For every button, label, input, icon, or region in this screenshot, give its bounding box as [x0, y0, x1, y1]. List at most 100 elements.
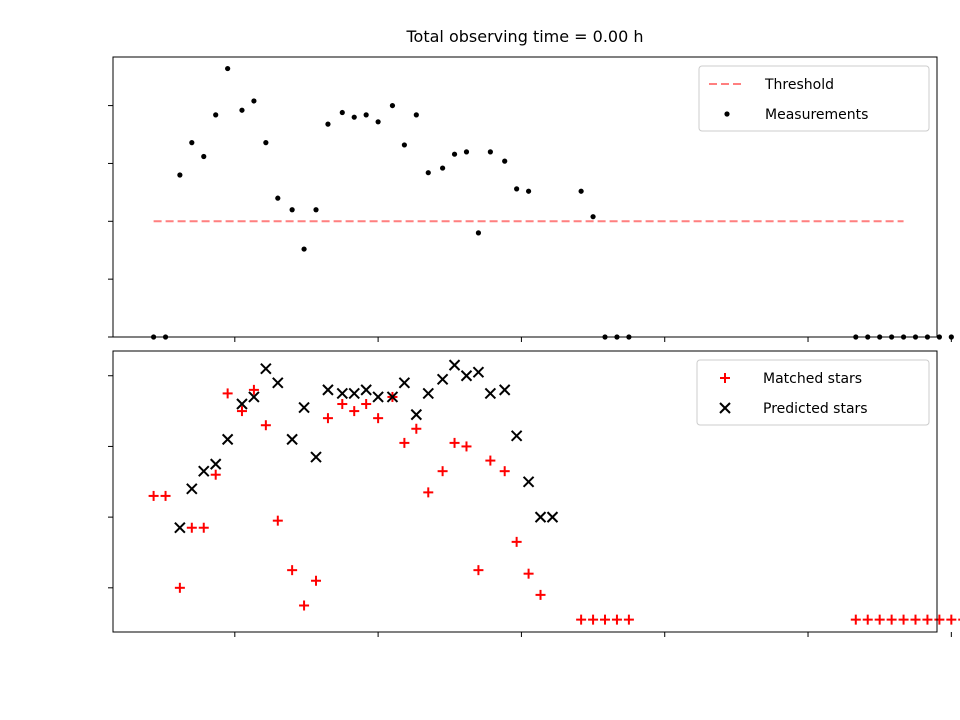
measurement-point — [514, 186, 520, 192]
measurement-point — [313, 207, 319, 213]
matched-star-point — [850, 614, 861, 625]
predicted-star-stroke — [546, 511, 559, 523]
measurement-point — [225, 65, 231, 72]
figure-title: Total observing time = 0.00 h — [405, 27, 643, 46]
matched-star-point — [886, 614, 897, 625]
predicted-star-point — [460, 370, 473, 382]
predicted-star-point — [386, 391, 399, 403]
measurement-point — [440, 165, 446, 171]
predicted-star-stroke — [348, 387, 360, 400]
predicted-star-stroke — [484, 387, 497, 400]
matched-star-point — [485, 455, 496, 466]
predicted-star-point — [484, 387, 497, 400]
matched-star-point — [535, 589, 546, 600]
ratio-panel: Threshold Measurements — [108, 56, 954, 342]
predicted-star-stroke — [310, 451, 322, 463]
legend: Matched stars Predicted stars — [696, 359, 930, 426]
predicted-star-stroke — [174, 522, 186, 534]
measurement-point — [201, 153, 207, 160]
predicted-star-stroke — [209, 458, 222, 470]
matched-star-point — [399, 437, 410, 448]
measurement-point — [239, 107, 245, 113]
predicted-star-stroke — [221, 433, 234, 446]
predicted-star-point — [348, 387, 360, 400]
matched-star-point — [174, 582, 185, 593]
matched-star-point — [934, 614, 945, 625]
matched-star-point — [449, 437, 460, 448]
predicted-star-point — [298, 401, 310, 414]
measurement-point — [401, 142, 407, 148]
measurement-point — [502, 158, 508, 164]
matched-star-point — [862, 614, 873, 625]
predicted-star-stroke — [360, 384, 372, 396]
predicted-star-stroke — [298, 401, 310, 414]
matched-star-point — [361, 399, 372, 410]
measurement-point — [177, 172, 183, 178]
matched-star-point — [576, 614, 587, 625]
predicted-star-point — [410, 408, 423, 421]
predicted-star-point — [236, 398, 248, 410]
predicted-star-point — [322, 384, 334, 396]
predicted-star-stroke — [260, 362, 272, 375]
matched-star-point — [437, 466, 448, 477]
predicted-star-stroke — [322, 384, 334, 396]
predicted-star-stroke — [186, 483, 198, 495]
matched-star-point — [248, 384, 259, 395]
predicted-star-stroke — [248, 391, 260, 403]
matched-star-point — [588, 614, 599, 625]
predicted-star-stroke — [534, 511, 547, 523]
predicted-star-point — [546, 511, 559, 523]
predicted-star-point — [436, 373, 449, 385]
predicted-star-stroke — [498, 384, 511, 396]
measurement-point — [936, 334, 942, 340]
predicted-star-point — [336, 387, 348, 400]
measurement-point — [525, 188, 532, 194]
predicted-star-stroke — [448, 359, 461, 371]
matched-star-point — [186, 522, 197, 533]
matched-star-point — [922, 614, 933, 625]
measurement-point — [213, 112, 219, 118]
matched-star-point — [946, 614, 957, 625]
predicted-star-point — [198, 465, 210, 477]
predicted-star-point — [272, 377, 284, 389]
matched-star-point — [874, 614, 885, 625]
measurement-point — [578, 188, 584, 194]
measurement-point — [351, 114, 357, 120]
matched-star-point — [423, 487, 434, 498]
predicted-star-stroke — [336, 387, 348, 400]
matched-star-point — [898, 614, 909, 625]
matched-star-point — [236, 406, 247, 417]
predicted-star-point — [186, 483, 198, 495]
predicted-star-stroke — [510, 430, 523, 442]
predicted-star-point — [209, 458, 222, 470]
predicted-star-point — [498, 384, 511, 396]
axes-frame — [112, 350, 938, 633]
matched-star-point — [623, 614, 634, 625]
matched-star-point — [473, 565, 484, 576]
count-panel: Matched stars Predicted stars — [108, 350, 960, 637]
matched-star-point — [287, 565, 298, 576]
matched-star-point — [311, 575, 322, 586]
predicted-star-point — [221, 433, 234, 446]
predicted-star-stroke — [472, 366, 485, 378]
predicted-star-point — [510, 430, 523, 442]
matched-star-point — [198, 522, 209, 533]
matched-star-point — [499, 466, 510, 477]
predicted-star-stroke — [198, 465, 210, 477]
predicted-star-point — [534, 511, 547, 523]
predicted-star-point — [174, 522, 186, 534]
predicted-star-point — [286, 433, 298, 446]
measurement-point — [413, 112, 419, 118]
predicted-star-point — [360, 384, 372, 396]
matched-star-point — [322, 413, 333, 424]
legend-entry-label: Matched stars — [763, 371, 862, 387]
predicted-star-stroke — [460, 370, 473, 382]
measurement-point — [263, 140, 269, 146]
matched-star-point — [299, 600, 310, 611]
measurement-point — [363, 112, 369, 118]
matched-star-point — [511, 536, 522, 547]
measurement-point — [289, 207, 295, 213]
predicted-star-stroke — [286, 433, 298, 446]
predicted-star-point — [448, 359, 461, 371]
